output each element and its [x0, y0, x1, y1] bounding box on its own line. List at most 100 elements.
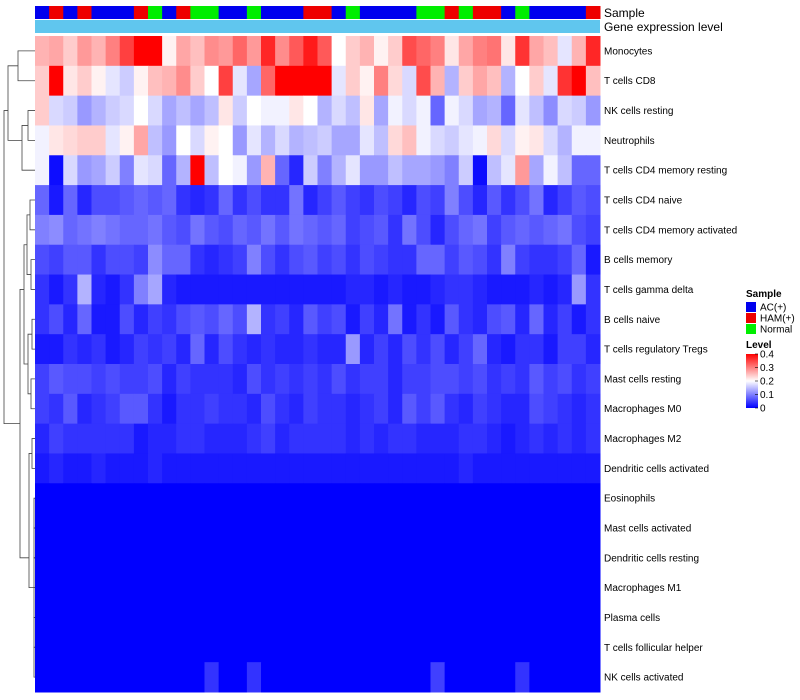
heatmap-cell	[261, 155, 276, 186]
heatmap-cell	[303, 125, 318, 156]
heatmap-cell	[515, 65, 530, 97]
annotation-titles: Sample Gene expression level	[604, 6, 723, 34]
heatmap-cell	[317, 632, 333, 663]
heatmap-cell	[402, 513, 417, 544]
heatmap-cell	[571, 393, 587, 425]
heatmap-cell	[331, 185, 347, 216]
heatmap-cell	[218, 662, 234, 693]
heatmap-cell	[345, 364, 361, 395]
heatmap-cell	[388, 304, 403, 335]
heatmap-cell	[275, 453, 290, 484]
heatmap-cell	[345, 95, 361, 126]
heatmap-cell	[444, 95, 460, 126]
heatmap-cell	[218, 542, 234, 574]
heatmap-cell	[430, 334, 446, 365]
heatmap-cell	[345, 453, 361, 484]
heatmap-cell	[119, 602, 135, 633]
heatmap-cell	[317, 304, 333, 335]
heatmap-cell	[416, 274, 431, 305]
heatmap-cell	[232, 364, 248, 395]
heatmap-cell	[444, 334, 460, 365]
legend-label: Normal	[760, 325, 792, 336]
heatmap-cell	[162, 483, 177, 514]
heatmap-cell	[190, 214, 205, 246]
heatmap-cell	[204, 393, 220, 425]
heatmap-cell	[444, 542, 460, 574]
heatmap-cell	[515, 453, 530, 484]
heatmap-cell	[133, 513, 149, 544]
heatmap-cell	[501, 274, 516, 305]
heatmap-cell	[91, 185, 107, 216]
dendrogram-branch	[33, 497, 35, 529]
sample-cell	[77, 6, 92, 19]
dendrogram-branch	[31, 438, 35, 469]
heatmap-cell	[458, 36, 474, 67]
heatmap-cell	[119, 662, 135, 693]
heatmap-cell	[119, 542, 135, 574]
legend-label: AC(+)	[760, 303, 786, 314]
heatmap-cell	[190, 602, 205, 633]
heatmap-cell	[261, 483, 276, 514]
heatmap-cell	[232, 632, 248, 663]
heatmap-cell	[515, 274, 530, 305]
heatmap-cell	[232, 542, 248, 574]
heatmap-cell	[374, 423, 389, 454]
heatmap-cell	[289, 453, 304, 484]
heatmap-cell	[176, 364, 191, 395]
heatmap-cell	[289, 423, 304, 454]
heatmap-cell	[218, 304, 234, 335]
heatmap-cell	[543, 244, 559, 276]
heatmap-cell	[77, 125, 92, 156]
heatmap-cell	[402, 185, 417, 216]
row-label: T cells CD4 memory resting	[604, 166, 727, 177]
heatmap-cell	[133, 602, 149, 633]
heatmap-cell	[77, 483, 92, 514]
heatmap-cell	[416, 244, 431, 276]
heatmap-cell	[543, 423, 559, 454]
sample-cell	[49, 6, 64, 19]
heatmap-cell	[331, 393, 347, 425]
heatmap-cell	[105, 214, 121, 246]
heatmap-cell	[571, 95, 587, 126]
heatmap-cell	[162, 125, 177, 156]
heatmap-cell	[472, 304, 488, 335]
heatmap-cell	[232, 483, 248, 514]
heatmap-cell	[557, 364, 573, 395]
heatmap-cell	[303, 513, 318, 544]
heatmap-cell	[374, 662, 389, 693]
dendrogram-branch	[30, 259, 35, 290]
heatmap-cell	[246, 483, 262, 514]
heatmap-cell	[472, 662, 488, 693]
heatmap-cell	[557, 304, 573, 335]
heatmap-cell	[430, 483, 446, 514]
heatmap-cell	[133, 334, 149, 365]
heatmap-cell	[388, 274, 403, 305]
heatmap-cell	[444, 423, 460, 454]
heatmap-cell	[317, 155, 333, 186]
row-label: Dendritic cells activated	[604, 464, 709, 475]
heatmap-cell	[543, 185, 559, 216]
heatmap-cell	[543, 125, 559, 156]
heatmap-cell	[388, 453, 403, 484]
heatmap-cell	[289, 542, 304, 574]
heatmap-cell	[345, 542, 361, 574]
heatmap-cell	[487, 453, 502, 484]
heatmap-cell	[359, 155, 375, 186]
sample-cell	[585, 6, 601, 19]
heatmap-cell	[515, 542, 530, 574]
heatmap-cell	[35, 632, 50, 663]
heatmap-cell	[303, 364, 318, 395]
heatmap-cell	[63, 304, 78, 335]
heatmap-cell	[402, 214, 417, 246]
heatmap-cell	[105, 36, 121, 67]
heatmap-cell	[331, 662, 347, 693]
heatmap-cell	[119, 95, 135, 126]
heatmap-cell	[585, 423, 601, 454]
sample-cell	[317, 6, 333, 19]
heatmap-cell	[246, 334, 262, 365]
heatmap-cell	[529, 334, 544, 365]
heatmap-cell	[430, 36, 446, 67]
heatmap-cell	[402, 36, 417, 67]
heatmap-cell	[91, 364, 107, 395]
row-label: T cells CD8	[604, 76, 656, 87]
